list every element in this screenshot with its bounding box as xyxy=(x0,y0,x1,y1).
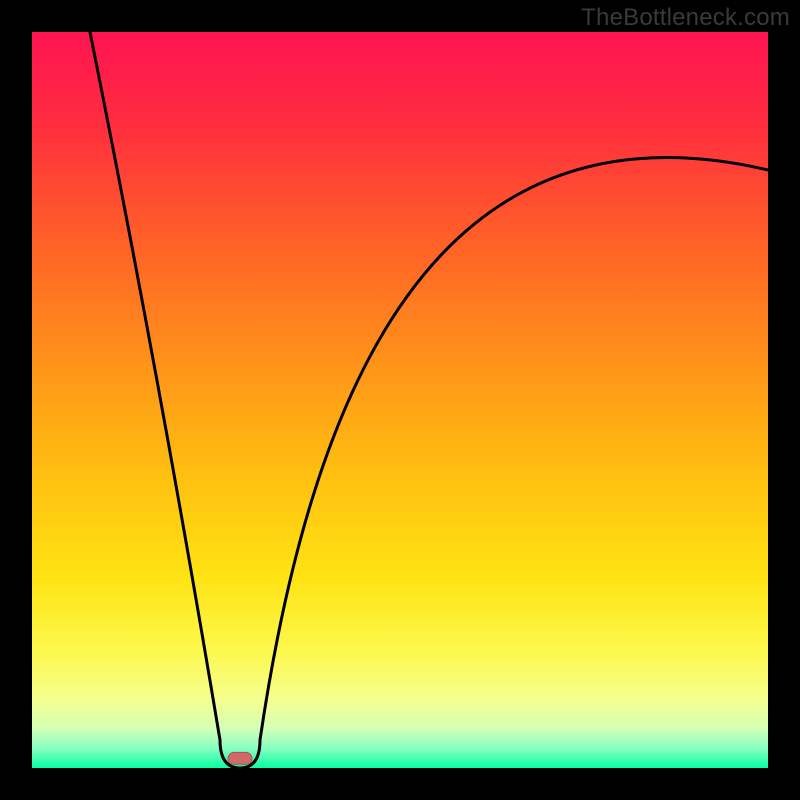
plot-background xyxy=(32,32,768,768)
chart-container: TheBottleneck.com xyxy=(0,0,800,800)
bottleneck-chart xyxy=(0,0,800,800)
watermark-text: TheBottleneck.com xyxy=(581,4,790,32)
optimum-marker xyxy=(228,752,252,764)
